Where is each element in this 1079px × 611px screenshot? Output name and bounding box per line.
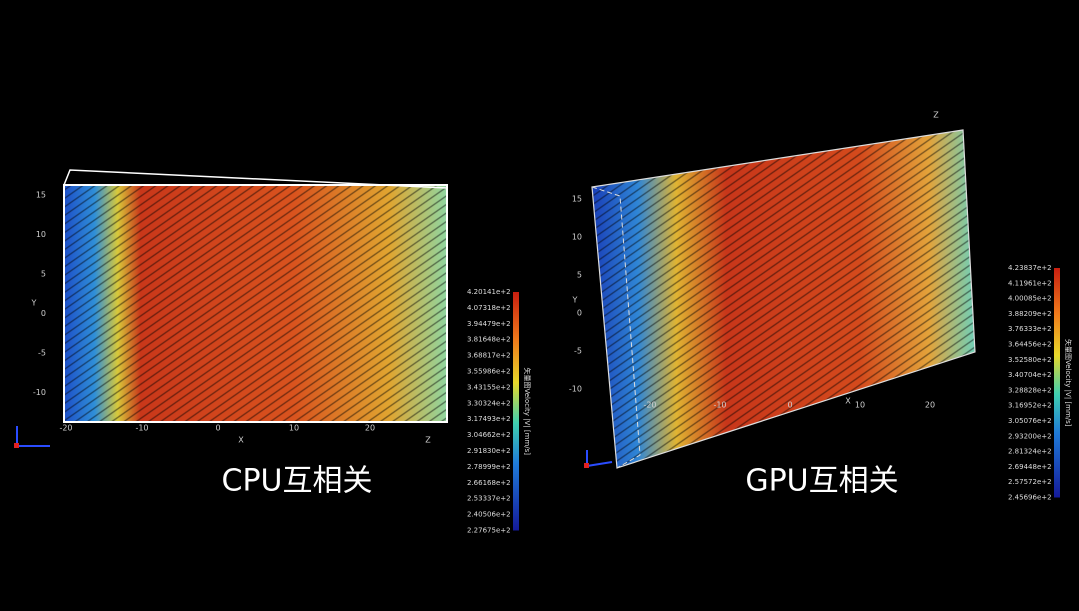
x-tick-label: -20: [643, 401, 656, 410]
y-tick-label: -5: [38, 349, 46, 358]
axis-label: Z: [425, 436, 431, 445]
caption: GPU互相关: [745, 464, 898, 499]
axis-label: X: [238, 436, 244, 445]
colorbar-label: 4.23837e+2: [1008, 264, 1052, 272]
y-tick-label: 10: [572, 233, 582, 242]
colorbar-label: 3.94479e+2: [467, 320, 511, 328]
y-tick-label: 5: [577, 271, 582, 280]
box-edge: [591, 129, 976, 469]
x-tick-label: -20: [59, 424, 72, 433]
colorbar-title: 矢量图Velocity |V| [mm/s]: [1064, 339, 1073, 427]
colorbar-label: 3.05076e+2: [1008, 417, 1052, 425]
y-tick-label: 0: [41, 309, 46, 318]
colorbar-label: 3.28828e+2: [1008, 386, 1052, 394]
colorbar-label: 3.52580e+2: [1008, 356, 1052, 364]
y-tick-label: -10: [569, 385, 582, 394]
colorbar-label: 3.68817e+2: [467, 352, 511, 360]
colorbar-label: 2.27675e+2: [467, 527, 511, 535]
x-tick-label: 20: [925, 401, 935, 410]
colorbar-label: 2.81324e+2: [1008, 448, 1052, 456]
y-tick-label: 15: [36, 191, 46, 200]
axis-label: Y: [31, 299, 37, 308]
x-tick-label: 10: [855, 401, 865, 410]
colorbar-label: 3.64456e+2: [1008, 341, 1052, 349]
colorbar-label: 3.40704e+2: [1008, 371, 1052, 379]
y-tick-label: 15: [572, 195, 582, 204]
caption: CPU互相关: [222, 464, 373, 499]
colorbar: [1054, 268, 1060, 498]
colorbar-label: 3.55986e+2: [467, 368, 511, 376]
colorbar: [513, 292, 519, 531]
x-tick-label: 0: [787, 401, 792, 410]
colorbar-title: 矢量图Velocity |V| [mm/s]: [523, 367, 532, 455]
x-tick-label: 10: [289, 424, 299, 433]
colorbar-label: 3.16952e+2: [1008, 402, 1052, 410]
colorbar-label: 2.57572e+2: [1008, 478, 1052, 486]
colorbar-label: 3.30324e+2: [467, 399, 511, 407]
colorbar-label: 2.40506e+2: [467, 511, 511, 519]
colorbar-label: 2.93200e+2: [1008, 432, 1052, 440]
x-tick-label: -10: [713, 401, 726, 410]
colorbar-label: 3.17493e+2: [467, 415, 511, 423]
vector-arrows: [64, 185, 447, 422]
y-tick-label: 0: [577, 309, 582, 318]
x-tick-label: -10: [135, 424, 148, 433]
axis-label: Y: [572, 296, 578, 305]
axis-triad: [14, 426, 613, 468]
colorbar-label: 2.91830e+2: [467, 447, 511, 455]
colorbar-label: 3.04662e+2: [467, 431, 511, 439]
colorbar-label: 3.76333e+2: [1008, 325, 1052, 333]
colorbar-label: 4.11961e+2: [1008, 279, 1052, 287]
x-tick-label: 20: [365, 424, 375, 433]
axis-label: Z: [933, 111, 939, 120]
x-tick-label: 0: [215, 424, 220, 433]
y-tick-label: 10: [36, 230, 46, 239]
colorbar-label: 2.78999e+2: [467, 463, 511, 471]
y-tick-label: 5: [41, 270, 46, 279]
colorbar-label: 4.00085e+2: [1008, 295, 1052, 303]
vector-arrows: [592, 130, 975, 468]
axis-label: X: [845, 397, 851, 406]
colorbar-label: 3.81648e+2: [467, 336, 511, 344]
colorbar-label: 2.69448e+2: [1008, 463, 1052, 471]
colorbar-label: 4.20141e+2: [467, 288, 511, 296]
y-tick-label: -10: [33, 388, 46, 397]
colorbar-label: 3.43155e+2: [467, 383, 511, 391]
colorbar-label: 2.66168e+2: [467, 479, 511, 487]
colorbar-label: 2.45696e+2: [1008, 494, 1052, 502]
box-edge: [63, 184, 448, 423]
colorbar-label: 3.88209e+2: [1008, 310, 1052, 318]
colorbar-label: 2.53337e+2: [467, 495, 511, 503]
y-tick-label: -5: [574, 347, 582, 356]
colorbar-label: 4.07318e+2: [467, 304, 511, 312]
